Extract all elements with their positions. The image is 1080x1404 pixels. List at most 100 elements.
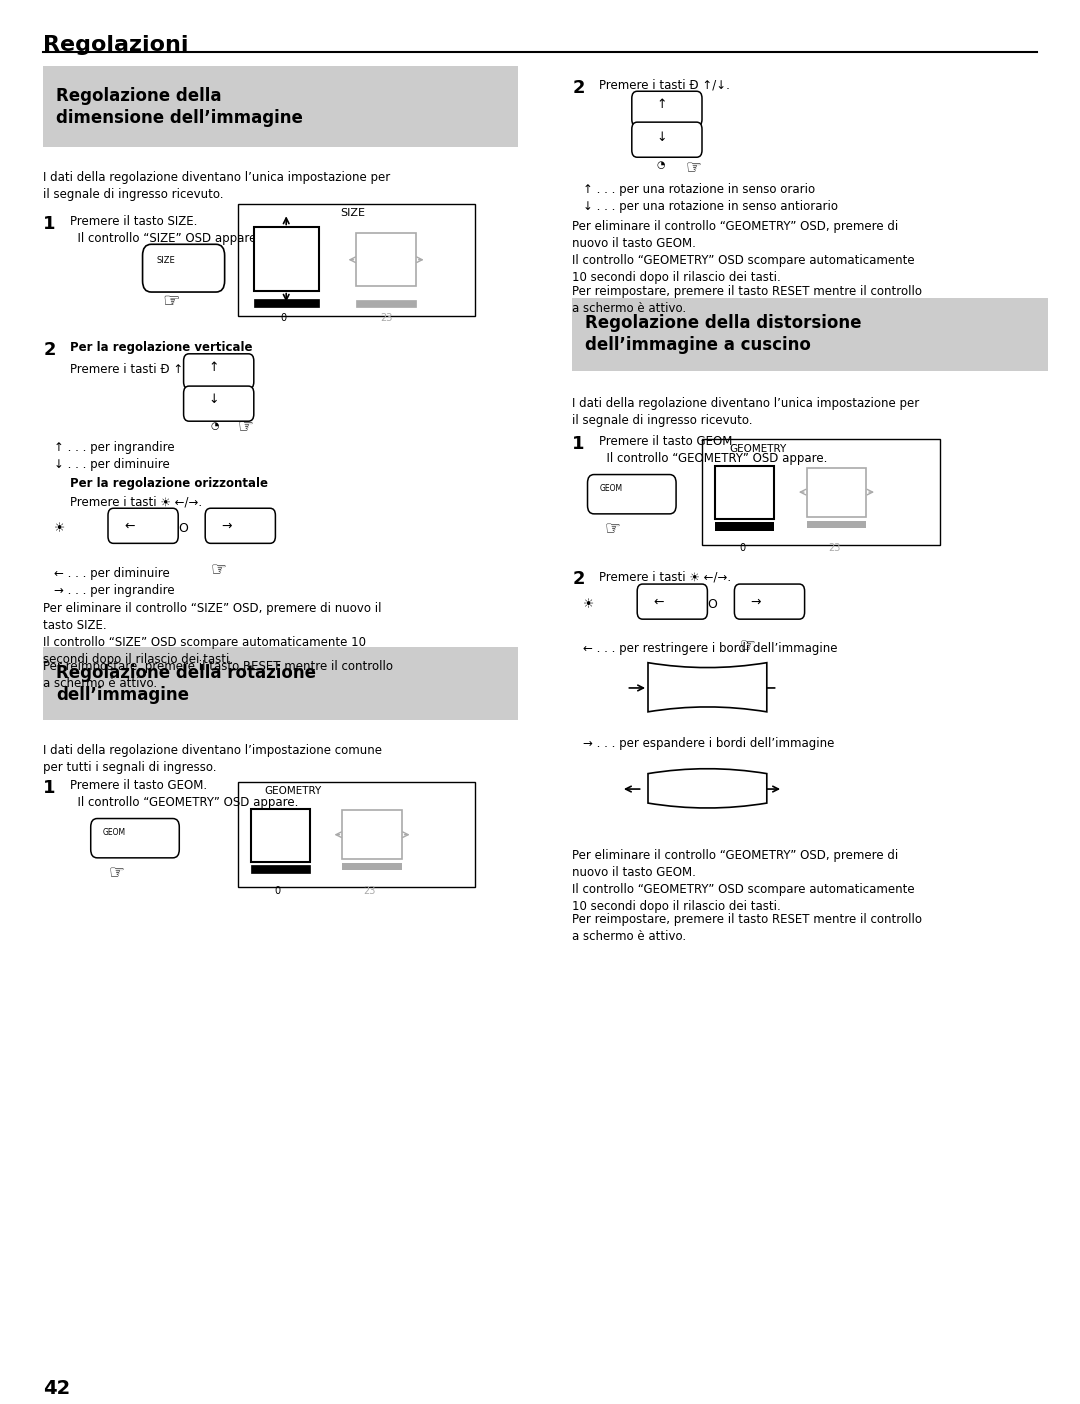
Text: 1: 1 [572, 435, 585, 453]
Text: ↓: ↓ [657, 131, 667, 143]
Text: I dati della regolazione diventano l’unica impostazione per
il segnale di ingres: I dati della regolazione diventano l’uni… [572, 397, 920, 427]
Text: ◔: ◔ [657, 160, 665, 170]
Text: GEOM: GEOM [599, 484, 622, 493]
Text: GEOMETRY: GEOMETRY [265, 786, 322, 796]
Text: ☞: ☞ [162, 292, 179, 312]
Bar [251, 809, 310, 862]
Text: Per reimpostare, premere il tasto RESET mentre il controllo
a schermo è attivo.: Per reimpostare, premere il tasto RESET … [572, 913, 922, 942]
Bar [238, 204, 475, 316]
Text: SIZE: SIZE [157, 256, 175, 264]
Text: 1: 1 [43, 779, 56, 797]
FancyBboxPatch shape [108, 508, 178, 543]
Text: Regolazione della rotazione
dell’immagine: Regolazione della rotazione dell’immagin… [56, 664, 316, 703]
Text: x: x [261, 812, 269, 824]
Bar [715, 466, 774, 519]
Bar [254, 227, 319, 291]
Bar [254, 299, 319, 307]
Bar [238, 782, 475, 887]
Text: ☞: ☞ [740, 636, 756, 654]
Bar [702, 439, 940, 545]
Bar [342, 810, 402, 859]
Text: 23: 23 [828, 543, 840, 553]
Bar [715, 522, 774, 531]
FancyBboxPatch shape [632, 91, 702, 126]
Bar [342, 863, 402, 870]
Bar [43, 647, 518, 720]
Bar [43, 66, 518, 147]
Text: ↓: ↓ [208, 393, 219, 406]
Text: ☞: ☞ [686, 159, 702, 177]
Text: Regolazione della distorsione
dell’immagine a cuscino: Regolazione della distorsione dell’immag… [585, 314, 862, 354]
Text: ☞: ☞ [238, 417, 254, 435]
FancyBboxPatch shape [588, 475, 676, 514]
Text: ←: ← [653, 595, 664, 608]
Text: ☀: ☀ [583, 598, 594, 611]
Text: Premere i tasti ☀ ←/→.: Premere i tasti ☀ ←/→. [599, 570, 731, 583]
Text: ↑ . . . per una rotazione in senso orario
↓ . . . per una rotazione in senso ant: ↑ . . . per una rotazione in senso orari… [583, 183, 838, 212]
Text: SIZE: SIZE [340, 208, 365, 218]
Text: ← . . . per restringere i bordi dell’immagine: ← . . . per restringere i bordi dell’imm… [583, 642, 838, 654]
Text: Regolazioni: Regolazioni [43, 35, 189, 55]
FancyBboxPatch shape [637, 584, 707, 619]
Bar [356, 300, 416, 307]
Text: GEOMETRY: GEOMETRY [729, 444, 786, 453]
Text: 23: 23 [364, 886, 376, 896]
Text: Per reimpostare, premere il tasto RESET mentre il controllo
a schermo è attivo.: Per reimpostare, premere il tasto RESET … [43, 660, 393, 689]
PathPatch shape [648, 769, 767, 807]
Text: I dati della regolazione diventano l’unica impostazione per
il segnale di ingres: I dati della regolazione diventano l’uni… [43, 171, 391, 201]
Text: ☞: ☞ [605, 519, 621, 538]
Text: Premere il tasto GEOM.
  Il controllo “GEOMETRY” OSD appare.: Premere il tasto GEOM. Il controllo “GEO… [599, 435, 827, 465]
Text: Premere i tasti Ð ↑/↓.: Premere i tasti Ð ↑/↓. [599, 79, 730, 91]
Text: GEOM: GEOM [103, 828, 125, 837]
Text: 1: 1 [43, 215, 56, 233]
Text: → . . . per espandere i bordi dell’immagine: → . . . per espandere i bordi dell’immag… [583, 737, 835, 750]
FancyBboxPatch shape [184, 354, 254, 389]
Bar [251, 865, 310, 873]
Text: ☞: ☞ [211, 560, 227, 578]
Text: →: → [751, 595, 761, 608]
Text: 23: 23 [380, 313, 393, 323]
Text: Premere i tasti Ð ↑/↓.: Premere i tasti Ð ↑/↓. [70, 362, 201, 375]
Text: O: O [659, 129, 669, 142]
Text: Per eliminare il controllo “SIZE” OSD, premere di nuovo il
tasto SIZE.
Il contro: Per eliminare il controllo “SIZE” OSD, p… [43, 602, 381, 667]
Text: ↑: ↑ [657, 98, 667, 111]
Text: x: x [726, 469, 733, 482]
Text: Per la regolazione orizzontale: Per la regolazione orizzontale [70, 477, 268, 490]
Text: Premere il tasto SIZE.
  Il controllo “SIZE” OSD appare.: Premere il tasto SIZE. Il controllo “SIZ… [70, 215, 260, 244]
Bar [807, 468, 866, 517]
Text: ☞: ☞ [108, 863, 124, 882]
FancyBboxPatch shape [734, 584, 805, 619]
FancyBboxPatch shape [91, 819, 179, 858]
Text: O: O [707, 598, 717, 611]
FancyBboxPatch shape [184, 386, 254, 421]
Text: O: O [211, 389, 220, 402]
Text: I dati della regolazione diventano l’impostazione comune
per tutti i segnali di : I dati della regolazione diventano l’imp… [43, 744, 382, 774]
Text: ←: ← [124, 519, 135, 532]
Text: Per reimpostare, premere il tasto RESET mentre il controllo
a schermo è attivo.: Per reimpostare, premere il tasto RESET … [572, 285, 922, 314]
Text: →: → [221, 519, 232, 532]
Text: 0: 0 [739, 543, 745, 553]
Bar [356, 233, 416, 286]
FancyBboxPatch shape [143, 244, 225, 292]
Text: Per la regolazione verticale: Per la regolazione verticale [70, 341, 253, 354]
Text: Premere i tasti ☀ ←/→.: Premere i tasti ☀ ←/→. [70, 496, 202, 508]
Text: 0: 0 [281, 313, 287, 323]
Text: 2: 2 [43, 341, 56, 359]
Text: ↑: ↑ [208, 361, 219, 373]
Text: Per eliminare il controllo “GEOMETRY” OSD, premere di
nuovo il tasto GEOM.
Il co: Per eliminare il controllo “GEOMETRY” OS… [572, 849, 915, 914]
Text: Per eliminare il controllo “GEOMETRY” OSD, premere di
nuovo il tasto GEOM.
Il co: Per eliminare il controllo “GEOMETRY” OS… [572, 220, 915, 285]
Text: 2: 2 [572, 570, 585, 588]
Text: 42: 42 [43, 1379, 70, 1398]
Text: ← . . . per diminuire
→ . . . per ingrandire: ← . . . per diminuire → . . . per ingran… [54, 567, 175, 597]
Text: O: O [178, 522, 188, 535]
Text: ◔: ◔ [211, 421, 219, 431]
Bar [572, 298, 1048, 371]
Text: 0: 0 [274, 886, 281, 896]
Text: Premere il tasto GEOM.
  Il controllo “GEOMETRY” OSD appare.: Premere il tasto GEOM. Il controllo “GEO… [70, 779, 298, 809]
Text: ☀: ☀ [54, 522, 65, 535]
Text: 2: 2 [572, 79, 585, 97]
PathPatch shape [648, 663, 767, 712]
FancyBboxPatch shape [205, 508, 275, 543]
FancyBboxPatch shape [632, 122, 702, 157]
Text: Regolazione della
dimensione dell’immagine: Regolazione della dimensione dell’immagi… [56, 87, 303, 126]
